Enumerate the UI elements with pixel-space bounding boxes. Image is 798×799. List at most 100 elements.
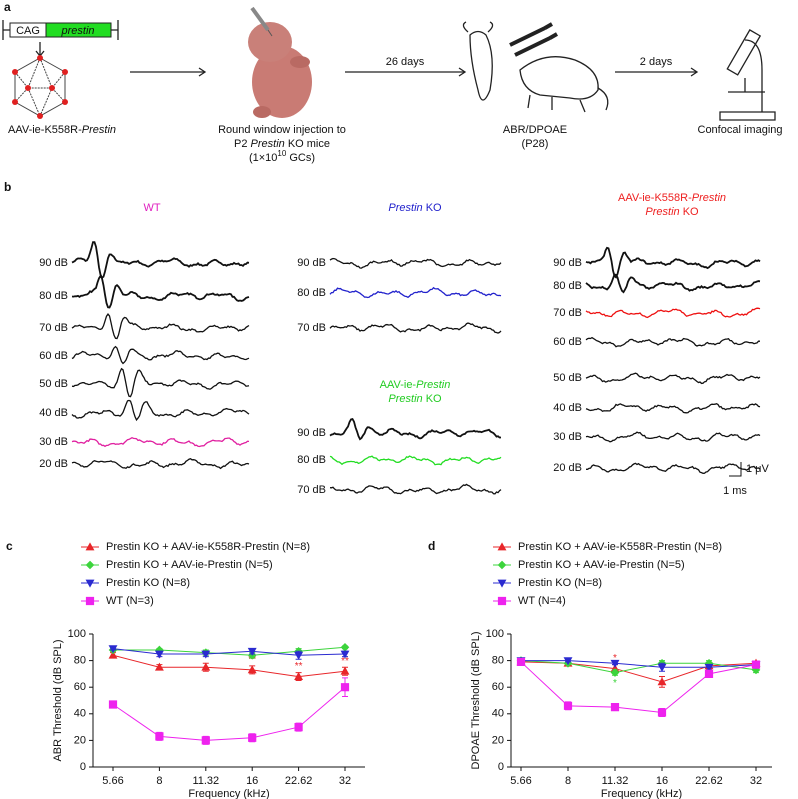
- data-point: [294, 671, 304, 680]
- data-point: [201, 736, 210, 745]
- y-tick-label: 60: [74, 681, 86, 693]
- data-point: [248, 733, 257, 742]
- significance: *: [157, 653, 161, 664]
- significance: *: [613, 653, 617, 664]
- y-axis-label: ABR Threshold (dB SPL): [52, 639, 64, 761]
- level-label: 90 dB: [553, 257, 582, 269]
- level-label: 90 dB: [39, 257, 68, 269]
- abr-trace: [329, 417, 501, 441]
- x-tick-label: 16: [656, 775, 668, 787]
- data-point: [563, 657, 573, 666]
- x-tick-label: 5.66: [510, 775, 531, 787]
- legend-label: Prestin KO (N=8): [106, 577, 190, 589]
- abr-trace: [585, 431, 761, 443]
- capsid-icon: [12, 55, 68, 119]
- level-label: 70 dB: [39, 322, 68, 334]
- legend-label: Prestin KO + AAV-ie-Prestin (N=5): [518, 559, 685, 571]
- imaging-label: Confocal imaging: [698, 124, 783, 136]
- significance: **: [295, 661, 303, 672]
- abr-trace: [586, 462, 761, 474]
- scale-bar: [729, 462, 742, 477]
- legend-label: Prestin KO (N=8): [518, 577, 602, 589]
- level-label: 70 dB: [297, 322, 326, 334]
- x-tick-label: 8: [565, 775, 571, 787]
- microscope-icon: [719, 29, 776, 121]
- y-tick-label: 40: [74, 708, 86, 720]
- text-part: (1×10: [249, 152, 277, 164]
- x-tick-label: 8: [156, 775, 162, 787]
- y-tick-label: 100: [486, 628, 504, 640]
- text-part: Prestin: [82, 124, 116, 136]
- injection-text: Round window injection to: [218, 124, 346, 136]
- data-point: [657, 708, 667, 717]
- data-point: [610, 703, 620, 712]
- construct-text: CAG: [16, 25, 40, 37]
- panel-letter: b: [4, 180, 11, 194]
- mouse-icons: [462, 21, 609, 113]
- text-part: KO: [423, 393, 442, 405]
- level-label: 40 dB: [39, 407, 68, 419]
- panel-letter: d: [428, 539, 435, 553]
- data-point: [563, 701, 573, 710]
- text-part: WT: [143, 202, 160, 214]
- data-point: [340, 683, 350, 692]
- text-part: 10: [277, 149, 286, 158]
- injection-text: P2 Prestin KO mice: [234, 138, 330, 150]
- legend-marker: [85, 596, 95, 606]
- abr-trace: [71, 367, 250, 398]
- y-tick-label: 80: [492, 655, 504, 667]
- text-part: Prestin: [388, 393, 422, 405]
- data-point: [201, 650, 211, 659]
- x-tick-label: 5.66: [102, 775, 123, 787]
- data-point: [294, 723, 303, 732]
- arrow: [345, 67, 467, 77]
- legend-marker: [497, 579, 507, 588]
- data-point: [294, 651, 304, 660]
- text-part: KO: [680, 206, 699, 218]
- x-tick-label: 32: [750, 775, 762, 787]
- text-part: Prestin: [645, 206, 679, 218]
- text-part: AAV-ie-: [380, 379, 417, 391]
- legend-label: WT (N=4): [518, 595, 566, 607]
- significance: *: [613, 678, 617, 689]
- x-tick-label: 16: [246, 775, 258, 787]
- legend-marker: [497, 560, 507, 570]
- y-tick-label: 80: [74, 655, 86, 667]
- series-line: [112, 686, 346, 741]
- delay-label: 26 days: [386, 56, 425, 68]
- prestin-box: [45, 22, 112, 38]
- y-tick-label: 60: [492, 681, 504, 693]
- x-tick-label: 11.32: [192, 775, 219, 787]
- abr-trace: [585, 402, 761, 414]
- text-part: KO mice: [285, 138, 330, 150]
- level-label: 20 dB: [39, 458, 68, 470]
- y-tick-label: 40: [492, 708, 504, 720]
- data-point: [108, 700, 118, 709]
- level-label: 60 dB: [553, 336, 582, 348]
- level-label: 30 dB: [39, 436, 68, 448]
- abr-trace: [329, 286, 502, 299]
- series-line: [520, 661, 757, 713]
- level-label: 80 dB: [297, 454, 326, 466]
- legend-label: WT (N=3): [106, 595, 154, 607]
- abr-trace: [585, 273, 761, 294]
- level-label: 70 dB: [297, 484, 326, 496]
- abr-trace: [585, 246, 761, 279]
- data-point: [155, 732, 164, 741]
- panel-letter: a: [4, 0, 11, 14]
- series-line: [113, 646, 346, 656]
- data-point: [247, 647, 257, 656]
- arrow: [130, 67, 207, 77]
- text-part: KO: [423, 202, 442, 214]
- text-part: Prestin: [416, 379, 450, 391]
- series-line: [521, 660, 757, 668]
- data-point: [154, 650, 164, 659]
- abr-trace: [71, 436, 250, 448]
- abr-trace: [71, 399, 250, 422]
- significance: **: [341, 656, 349, 667]
- level-label: 60 dB: [39, 350, 68, 362]
- level-label: 70 dB: [553, 307, 582, 319]
- significance: **: [248, 655, 256, 666]
- y-tick-label: 0: [498, 761, 504, 773]
